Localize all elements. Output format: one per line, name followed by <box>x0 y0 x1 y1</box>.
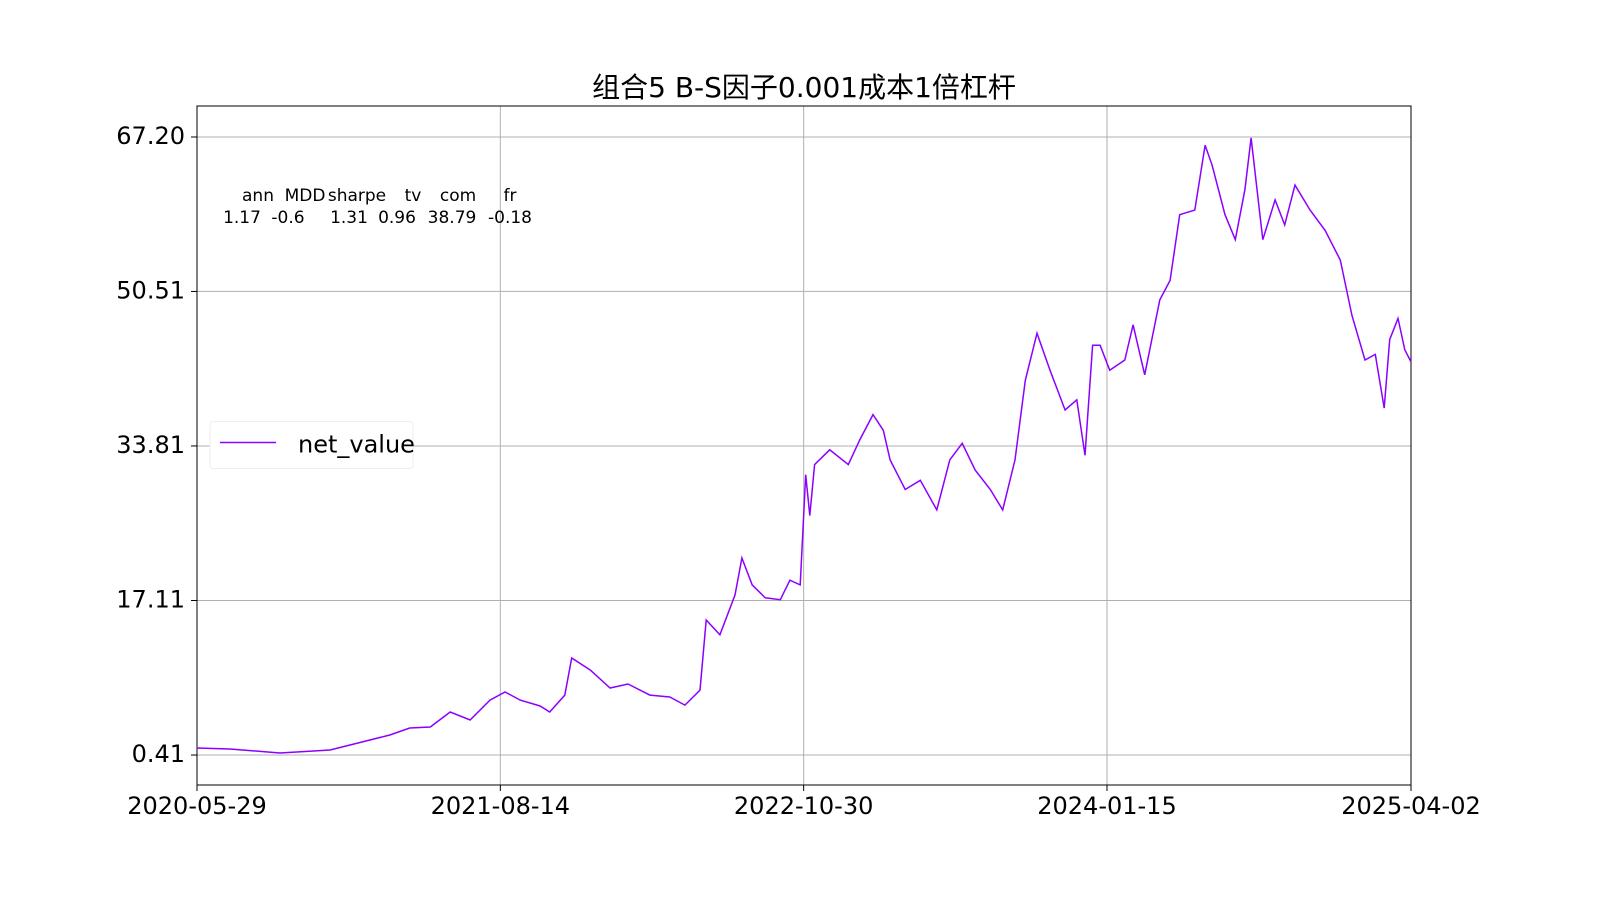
x-tick-label: 2024-01-15 <box>1037 792 1176 820</box>
stat-value: -0.6 <box>271 208 304 228</box>
stat-header: MDD <box>285 186 326 206</box>
stat-value: 1.17 <box>223 208 261 228</box>
legend-box <box>209 421 414 469</box>
stat-value: 1.31 <box>330 208 368 228</box>
stat-value: -0.18 <box>488 208 532 228</box>
y-tick-label: 0.41 <box>132 740 185 768</box>
chart-title: 组合5 B-S因子0.001成本1倍杠杆 <box>592 71 1016 104</box>
stat-header: sharpe <box>328 186 386 206</box>
stat-header: fr <box>504 186 517 206</box>
y-tick-label: 33.81 <box>116 431 185 459</box>
legend-label: net_value <box>298 431 415 459</box>
stat-value: 0.96 <box>378 208 416 228</box>
x-tick-label: 2025-04-02 <box>1341 792 1480 820</box>
stat-header: tv <box>405 186 422 206</box>
plot-frame <box>196 105 1412 786</box>
y-tick-label: 67.20 <box>116 122 185 150</box>
x-tick-label: 2020-05-29 <box>127 792 266 820</box>
y-tick-label: 17.11 <box>116 585 185 613</box>
stat-header: ann <box>242 186 274 206</box>
stat-value: 38.79 <box>428 208 477 228</box>
data-line <box>196 137 1412 754</box>
y-tick-label: 50.51 <box>116 276 185 304</box>
x-tick-label: 2021-08-14 <box>431 792 570 820</box>
x-tick-label: 2022-10-30 <box>734 792 873 820</box>
stat-header: com <box>440 186 476 206</box>
